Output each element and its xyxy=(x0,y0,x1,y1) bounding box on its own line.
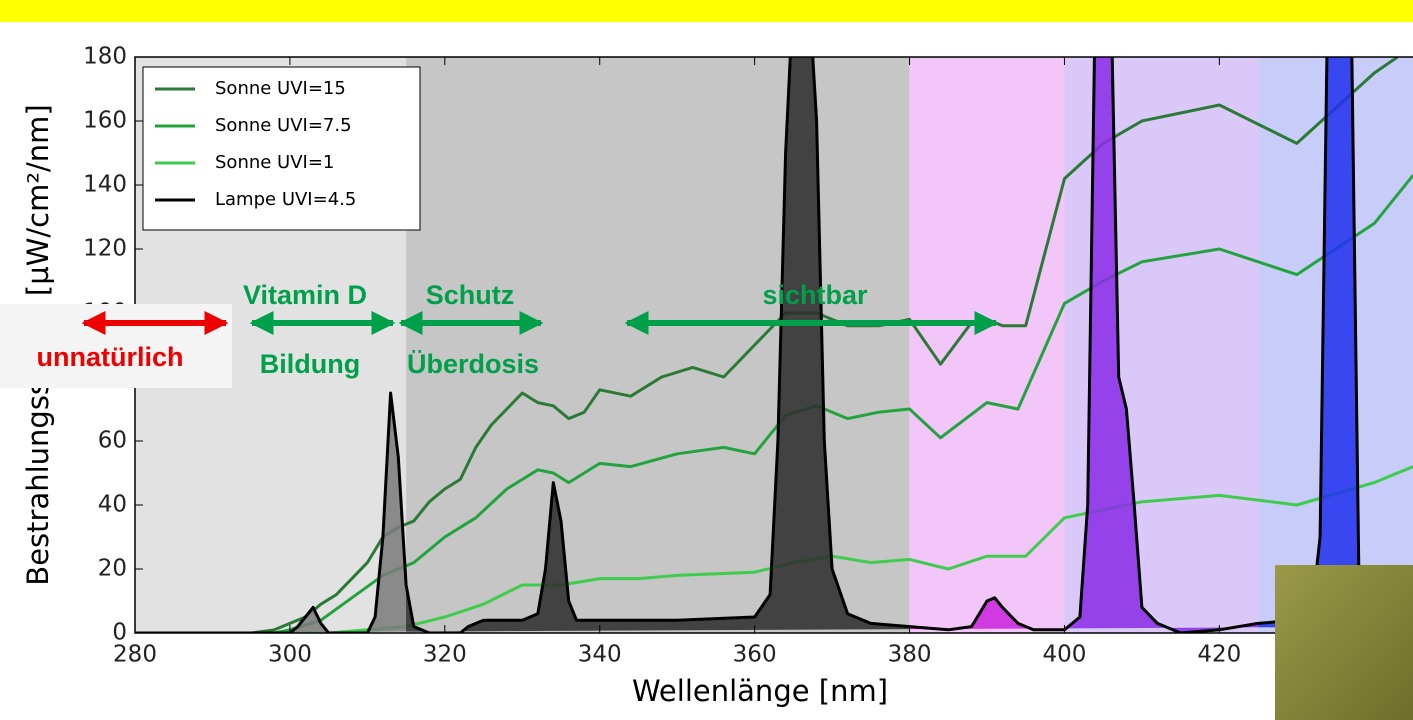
annotation: unnatürlich xyxy=(37,342,184,372)
annotation: Bildung xyxy=(260,349,360,379)
y-tick-label: 120 xyxy=(83,236,127,262)
y-tick-label: 40 xyxy=(98,492,127,518)
x-tick-label: 360 xyxy=(733,642,777,668)
x-tick-label: 400 xyxy=(1043,642,1087,668)
x-tick-label: 420 xyxy=(1197,642,1241,668)
top-bar xyxy=(0,0,1413,22)
region xyxy=(909,57,1065,633)
y-tick-label: 180 xyxy=(83,44,127,70)
x-axis-label: Wellenlänge [nm] xyxy=(632,674,888,708)
legend-label: Sonne UVI=15 xyxy=(215,78,346,99)
x-tick-label: 380 xyxy=(888,642,932,668)
y-tick-label: 140 xyxy=(83,172,127,198)
series-line xyxy=(135,57,1399,633)
photo-inset xyxy=(1275,565,1413,720)
x-tick-label: 280 xyxy=(113,642,157,668)
legend-label: Sonne UVI=1 xyxy=(215,152,334,173)
region xyxy=(406,57,910,633)
y-tick-label: 0 xyxy=(112,620,127,646)
x-tick-label: 320 xyxy=(423,642,467,668)
annotation: Überdosis xyxy=(407,349,539,379)
y-tick-label: 60 xyxy=(98,428,127,454)
legend-label: Sonne UVI=7.5 xyxy=(215,115,352,136)
x-tick-label: 340 xyxy=(578,642,622,668)
y-tick-label: 160 xyxy=(83,108,127,134)
annotation: sichtbar xyxy=(762,280,868,310)
legend-box xyxy=(142,66,421,231)
y-tick-label: 20 xyxy=(98,556,127,582)
annotation: Vitamin D xyxy=(243,280,367,310)
legend-label: Lampe UVI=4.5 xyxy=(215,189,356,210)
x-tick-label: 300 xyxy=(268,642,312,668)
annotation: Schutz xyxy=(426,280,515,310)
